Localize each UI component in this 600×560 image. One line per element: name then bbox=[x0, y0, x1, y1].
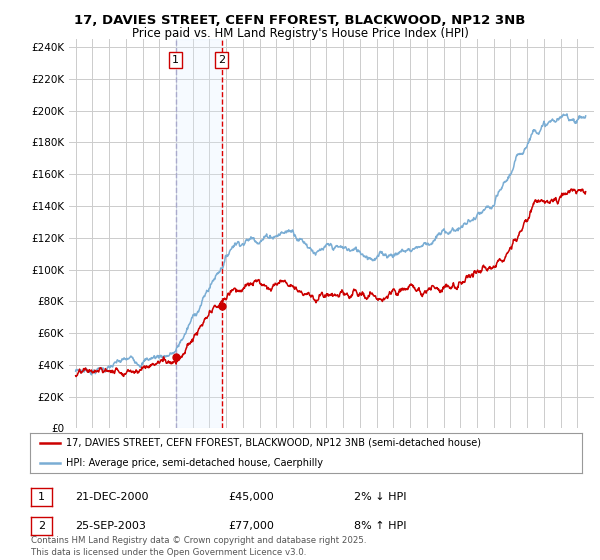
Text: £77,000: £77,000 bbox=[228, 521, 274, 531]
Text: 17, DAVIES STREET, CEFN FFOREST, BLACKWOOD, NP12 3NB (semi-detached house): 17, DAVIES STREET, CEFN FFOREST, BLACKWO… bbox=[66, 438, 481, 448]
Text: £45,000: £45,000 bbox=[228, 492, 274, 502]
Text: 25-SEP-2003: 25-SEP-2003 bbox=[75, 521, 146, 531]
Bar bbox=[176, 39, 221, 428]
Text: 17, DAVIES STREET, CEFN FFOREST, BLACKWOOD, NP12 3NB: 17, DAVIES STREET, CEFN FFOREST, BLACKWO… bbox=[74, 14, 526, 27]
Text: 2: 2 bbox=[38, 521, 45, 531]
Text: Contains HM Land Registry data © Crown copyright and database right 2025.
This d: Contains HM Land Registry data © Crown c… bbox=[31, 536, 367, 557]
Text: HPI: Average price, semi-detached house, Caerphilly: HPI: Average price, semi-detached house,… bbox=[66, 458, 323, 468]
Text: 8% ↑ HPI: 8% ↑ HPI bbox=[354, 521, 407, 531]
Text: 1: 1 bbox=[38, 492, 45, 502]
Text: 21-DEC-2000: 21-DEC-2000 bbox=[75, 492, 149, 502]
Text: 2: 2 bbox=[218, 55, 225, 65]
Text: 2% ↓ HPI: 2% ↓ HPI bbox=[354, 492, 407, 502]
Text: Price paid vs. HM Land Registry's House Price Index (HPI): Price paid vs. HM Land Registry's House … bbox=[131, 27, 469, 40]
Text: 1: 1 bbox=[172, 55, 179, 65]
